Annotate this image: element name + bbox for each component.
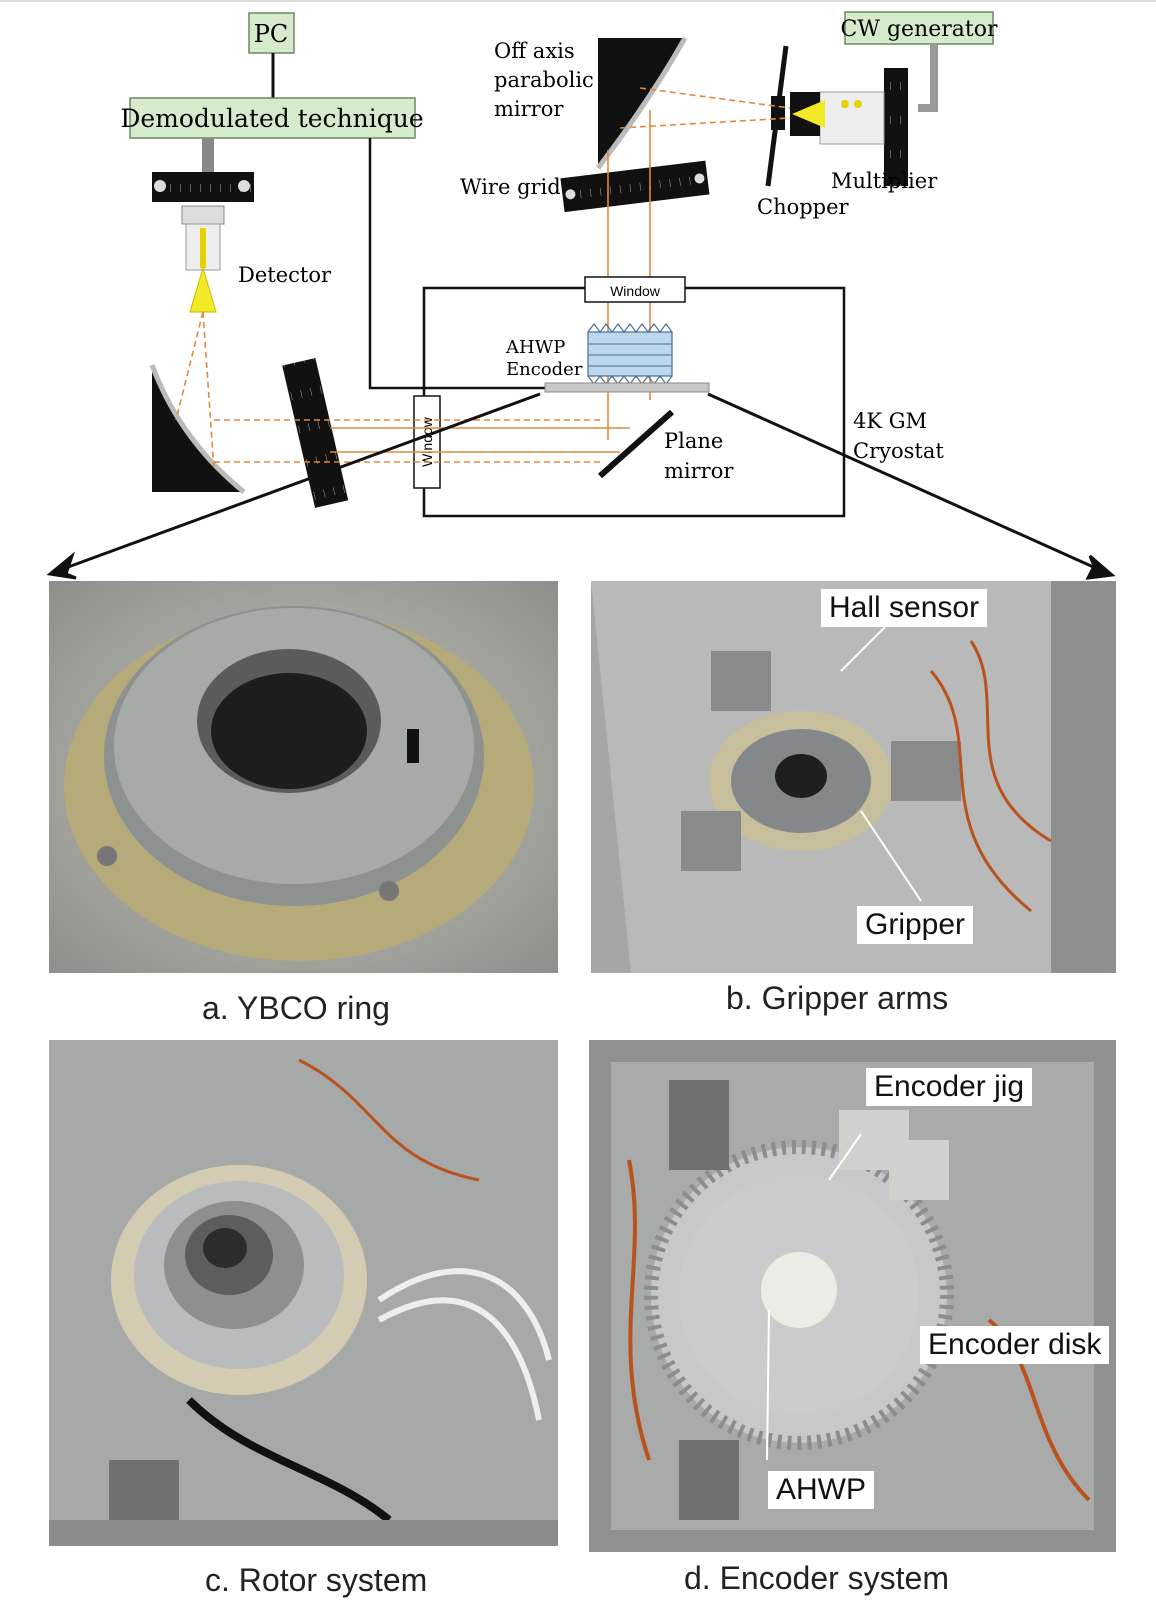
- pc-label: PC: [254, 20, 289, 48]
- photo-gripper-arms: [591, 581, 1116, 973]
- callout-gripper: Gripper: [857, 906, 974, 944]
- zoom-arrows: [46, 392, 1116, 580]
- multiplier: [790, 68, 908, 186]
- cw-generator-box: CW generator: [841, 11, 998, 45]
- photo-encoder-system: [589, 1040, 1116, 1552]
- chopper-label: Chopper: [757, 195, 850, 219]
- off-axis-label-1: Off axis: [494, 39, 575, 63]
- multiplier-label: Multiplier: [831, 169, 938, 193]
- off-axis-label-2: parabolic: [494, 68, 594, 92]
- off-axis-mirror-top: [596, 36, 688, 170]
- cryostat-box: [422, 286, 846, 518]
- caption-d: d. Encoder system: [684, 1560, 949, 1596]
- callout-ahwp: AHWP: [768, 1471, 874, 1509]
- window-top: Window: [584, 276, 686, 303]
- top-border: [0, 0, 1156, 2]
- wire-grid-label: Wire grid: [460, 175, 561, 199]
- caption-c: c. Rotor system: [205, 1562, 428, 1598]
- callout-encoder-disk: Encoder disk: [920, 1326, 1110, 1364]
- chopper: [765, 45, 789, 187]
- plane-mirror-label-2: mirror: [664, 459, 734, 483]
- demodulated-technique-box: Demodulated technique: [120, 97, 424, 139]
- beam-paths-top: [619, 87, 791, 129]
- caption-a: a. YBCO ring: [202, 990, 390, 1026]
- plane-mirror: [598, 409, 674, 479]
- cryostat-label-2: Cryostat: [853, 439, 944, 463]
- beam-paths-bottom: [175, 311, 600, 471]
- encoder-bar: [544, 382, 710, 393]
- pc-box: PC: [248, 12, 295, 54]
- cw-generator-label: CW generator: [841, 17, 998, 42]
- window-top-label: Window: [610, 283, 661, 299]
- detector-stage: [152, 172, 254, 313]
- callout-hall-sensor: Hall sensor: [821, 589, 988, 627]
- plane-mirror-label-1: Plane: [664, 429, 723, 453]
- ahwp-label: AHWP: [505, 337, 565, 358]
- photo-rotor-system: [49, 1040, 558, 1546]
- optical-setup-diagram: PC Demodulated technique Detector CW gen…: [46, 11, 1116, 580]
- off-axis-label-3: mirror: [494, 97, 564, 121]
- caption-b: b. Gripper arms: [726, 980, 949, 1016]
- encoder-label: Encoder: [506, 359, 583, 380]
- window-side-label: Window: [419, 416, 435, 467]
- demodulated-label: Demodulated technique: [120, 104, 423, 133]
- detector-label: Detector: [238, 263, 332, 287]
- cryostat-label-1: 4K GM: [853, 409, 927, 433]
- photo-ybco-ring: [49, 581, 558, 973]
- off-axis-mirror-bottom: [149, 364, 246, 494]
- callout-encoder-jig: Encoder jig: [866, 1068, 1033, 1106]
- wire-grid-top: [560, 160, 710, 213]
- window-side: Window: [413, 395, 441, 489]
- ahwp-plates: [587, 323, 673, 385]
